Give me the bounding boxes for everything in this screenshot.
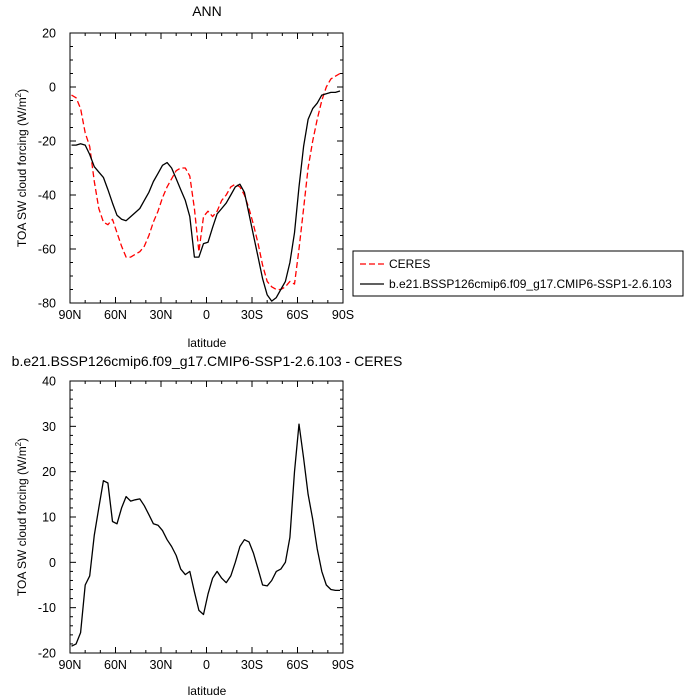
bottom-plot-frame <box>69 380 344 654</box>
top-x-tick-label: 90N <box>59 308 82 322</box>
top-y-axis-title-sup: 2 <box>14 92 23 97</box>
top-x-tick-label: 60S <box>286 308 308 322</box>
bottom-chart-title: b.e21.BSSP126cmip6.f09_g17.CMIP6-SSP1-2.… <box>12 353 403 369</box>
top-y-tick-label: -80 <box>38 297 56 311</box>
bottom-y-tick-label: -10 <box>38 601 56 615</box>
bottom-x-tick-label: 30S <box>241 658 263 672</box>
legend-label-model: b.e21.BSSP126cmip6.f09_g17.CMIP6-SSP1-2.… <box>389 277 672 291</box>
bottom-series <box>71 423 340 647</box>
bottom-x-tick-label: 90S <box>332 658 354 672</box>
top-series-line-model <box>71 90 341 302</box>
top-y-tick-label: -60 <box>38 243 56 257</box>
bottom-y-tick-label: 40 <box>42 375 56 389</box>
top-y-tick-label: 20 <box>42 27 56 41</box>
bottom-ticks <box>69 380 344 654</box>
top-y-axis-title: TOA SW cloud forcing (W/m2) <box>14 89 29 247</box>
top-x-tick-label: 60N <box>104 308 127 322</box>
bottom-x-tick-label: 30N <box>150 658 173 672</box>
top-x-tick-label: 0 <box>203 308 210 322</box>
top-plot-frame <box>69 32 344 304</box>
top-x-tick-label: 30N <box>150 308 173 322</box>
bottom-x-axis-title: latitude <box>188 684 227 698</box>
bottom-y-tick-label: 10 <box>42 511 56 525</box>
legend: CERES b.e21.BSSP126cmip6.f09_g17.CMIP6-S… <box>352 250 684 297</box>
top-series-line-ceres <box>71 72 341 291</box>
top-x-tick-label: 30S <box>241 308 263 322</box>
bottom-panel: b.e21.BSSP126cmip6.f09_g17.CMIP6-SSP1-2.… <box>12 353 403 698</box>
bottom-series-line-model <box>71 423 340 647</box>
legend-label-ceres: CERES <box>389 257 430 271</box>
legend-box <box>352 250 684 297</box>
bottom-x-tick-label: 90N <box>59 658 82 672</box>
top-y-tick-label: -20 <box>38 135 56 149</box>
top-panel: ANN 90N 60N 30N 0 30S 60S 90S -80 -60 -40 -20 0 20 l… <box>14 3 354 350</box>
top-y-axis-title-tail: ) <box>15 89 29 93</box>
bottom-y-tick-label: 0 <box>49 556 56 570</box>
top-x-tick-label: 90S <box>332 308 354 322</box>
bottom-y-tick-label: 30 <box>42 420 56 434</box>
bottom-y-tick-label: -20 <box>38 647 56 661</box>
bottom-x-tick-label: 60N <box>104 658 127 672</box>
top-tick-labels: 90N 60N 30N 0 30S 60S 90S -80 -60 -40 -20 0 20 <box>38 27 354 323</box>
top-y-tick-label: 0 <box>49 81 56 95</box>
bottom-tick-labels: 90N 60N 30N 0 30S 60S 90S -20 -10 0 10 20 30 40 <box>38 375 354 673</box>
bottom-y-tick-label: 20 <box>42 465 56 479</box>
top-ticks <box>69 32 344 304</box>
bottom-x-tick-label: 60S <box>286 658 308 672</box>
bottom-y-axis-title: TOA SW cloud forcing (W/m2) <box>14 438 29 596</box>
top-x-axis-title: latitude <box>188 336 227 350</box>
bottom-y-axis-title-tail: ) <box>15 438 29 442</box>
top-chart-title: ANN <box>192 3 222 19</box>
bottom-y-axis-title-sup: 2 <box>14 441 23 446</box>
top-y-tick-label: -40 <box>38 189 56 203</box>
top-series <box>71 72 341 302</box>
bottom-x-tick-label: 0 <box>203 658 210 672</box>
top-y-axis-title-main: TOA SW cloud forcing (W/m <box>15 97 29 247</box>
bottom-y-axis-title-main: TOA SW cloud forcing (W/m <box>15 446 29 596</box>
